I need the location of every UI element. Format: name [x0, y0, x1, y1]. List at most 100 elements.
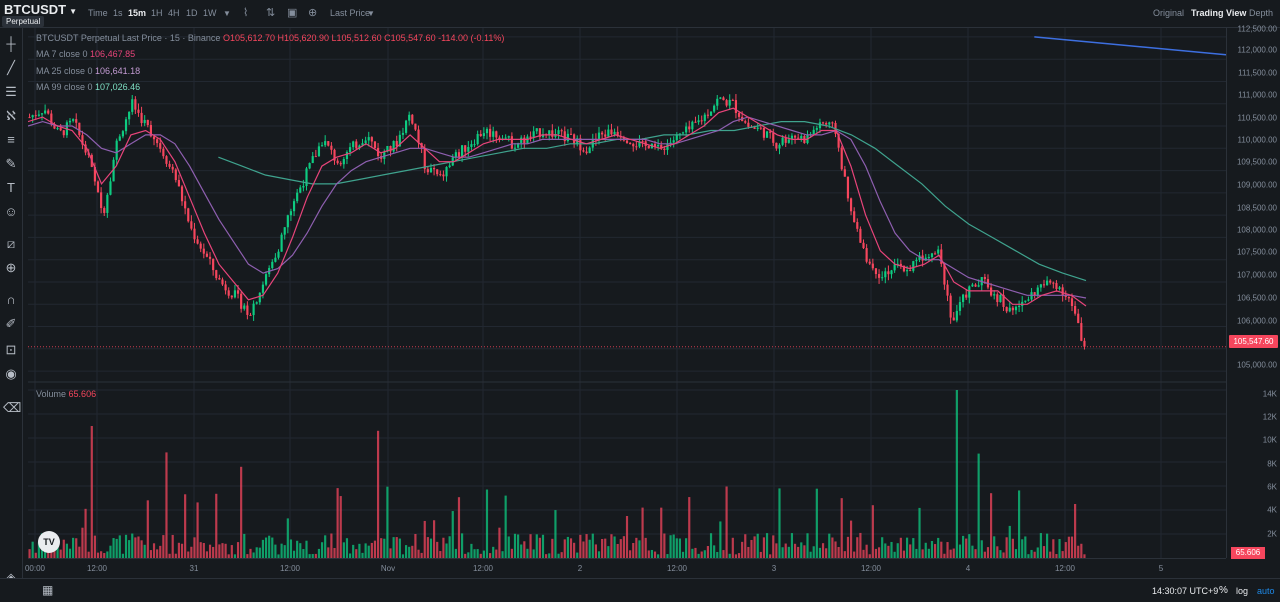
tf-15m[interactable]: 15m — [128, 8, 147, 18]
volume-bar — [221, 543, 224, 558]
candle-body — [685, 126, 688, 133]
candle-body — [818, 122, 822, 129]
calendar-icon[interactable]: ▦ — [42, 583, 54, 597]
volume-bar — [432, 520, 436, 558]
candle-body — [134, 99, 137, 110]
candle-body — [585, 151, 588, 154]
candle-body — [582, 150, 585, 152]
candle-body — [215, 270, 218, 279]
volume-bar — [996, 546, 999, 558]
volume-bar — [616, 543, 619, 558]
volume-bar — [75, 538, 78, 558]
magnet-icon[interactable]: ∩ — [6, 292, 16, 307]
add-icon[interactable]: ⊕ — [308, 7, 318, 19]
candle-body — [464, 145, 467, 152]
candle-body — [877, 274, 881, 278]
eye-icon[interactable]: ◉ — [5, 366, 17, 381]
volume-bar — [657, 554, 660, 558]
candle-body — [302, 185, 305, 188]
volume-bar — [476, 549, 479, 558]
candle-body — [722, 97, 725, 101]
zoom-in-icon[interactable]: ⊕ — [5, 260, 17, 275]
tf-1d[interactable]: 1D — [186, 8, 198, 18]
trash-icon[interactable]: ⌫ — [3, 400, 22, 415]
volume-bar — [174, 553, 177, 558]
price-axis[interactable]: 112,500.00 112,000.00 111,500.00 111,000… — [1226, 25, 1280, 558]
candle-body — [706, 114, 710, 116]
volume-bar — [902, 550, 906, 558]
camera-icon[interactable]: ▣ — [287, 7, 298, 19]
candle-body — [843, 169, 846, 177]
candle-body — [607, 129, 610, 137]
volume-bar — [520, 544, 523, 558]
view-depth[interactable]: Depth — [1249, 8, 1274, 18]
candle-body — [53, 124, 56, 129]
volume-bar — [205, 551, 209, 558]
pattern-icon[interactable]: ℵ — [6, 108, 16, 123]
indicators-icon[interactable]: ⇅ — [266, 7, 276, 19]
candle-body — [461, 145, 464, 157]
volume-bar — [31, 541, 34, 558]
symbol-selector[interactable]: BTCUSDT ▼ — [4, 2, 77, 17]
candle-body — [401, 132, 405, 135]
text-icon[interactable]: T — [7, 180, 15, 195]
volume-bar — [905, 537, 909, 558]
tf-1h[interactable]: 1H — [151, 8, 163, 18]
volume-bar — [856, 537, 859, 558]
volume-bar — [778, 488, 781, 558]
volume-bar — [557, 553, 560, 558]
price-mode-select[interactable]: Last Price — [330, 8, 371, 18]
volume-bar — [759, 551, 762, 558]
candle-body — [1083, 340, 1086, 347]
volume-bar — [112, 538, 115, 558]
volume-bar — [255, 547, 258, 558]
tf-time[interactable]: Time — [88, 8, 108, 18]
volume-bar — [1046, 533, 1049, 558]
lock-icon[interactable]: ⊡ — [5, 342, 17, 357]
tf-1s[interactable]: 1s — [113, 8, 123, 18]
time-tick: 4 — [965, 564, 971, 573]
auto-scale-toggle[interactable]: auto — [1257, 586, 1275, 596]
volume-bar — [454, 548, 457, 558]
candle-body — [977, 285, 980, 287]
legend-volume: Volume 65.606 — [36, 389, 96, 399]
time-axis[interactable]: 00:00 12:00 31 12:00 Nov 12:00 2 12:00 3… — [25, 558, 1226, 579]
volume-bar — [800, 542, 803, 558]
volume-bar — [489, 553, 492, 558]
candle-body — [417, 129, 420, 144]
percent-scale-toggle[interactable]: % — [1219, 585, 1228, 596]
candle-body — [240, 293, 243, 309]
trendline-icon[interactable]: ╱ — [7, 60, 15, 75]
candle-body — [784, 137, 787, 143]
chevron-down-icon[interactable]: ▼ — [367, 9, 375, 18]
candle-body — [837, 133, 840, 148]
candle-body — [1046, 280, 1049, 286]
candle-body — [1055, 283, 1058, 289]
chart-type-icon[interactable]: ⌇ — [243, 7, 249, 19]
tradingview-logo-icon[interactable]: TV — [38, 531, 60, 553]
volume-bar — [977, 453, 980, 558]
candle-body — [551, 130, 554, 137]
ruler-icon[interactable]: ⧄ — [6, 236, 16, 251]
tf-4h[interactable]: 4H — [168, 8, 180, 18]
candle-body — [370, 137, 373, 142]
fib-icon[interactable]: ☰ — [5, 84, 17, 99]
emoji-icon[interactable]: ☺ — [4, 204, 18, 219]
crosshair-icon[interactable]: ┼ — [6, 36, 16, 51]
candle-body — [1052, 282, 1055, 284]
candle-body — [781, 137, 784, 145]
measure-lines-icon[interactable]: ≡ — [7, 132, 15, 147]
tf-1w[interactable]: 1W — [203, 8, 217, 18]
layers-icon[interactable]: ◈ — [3, 570, 19, 586]
brush-icon[interactable]: ✎ — [5, 156, 17, 171]
lock-drawing-icon[interactable]: ✐ — [5, 316, 17, 331]
chevron-down-icon[interactable]: ▼ — [223, 9, 231, 18]
view-trading-view[interactable]: Trading View — [1191, 8, 1247, 18]
log-scale-toggle[interactable]: log — [1236, 586, 1249, 596]
price-chart[interactable] — [28, 28, 1226, 558]
candle-body — [725, 100, 728, 106]
volume-bar — [744, 534, 747, 558]
volume-bar — [268, 535, 271, 558]
view-original[interactable]: Original — [1153, 8, 1185, 18]
volume-bar — [159, 545, 162, 558]
